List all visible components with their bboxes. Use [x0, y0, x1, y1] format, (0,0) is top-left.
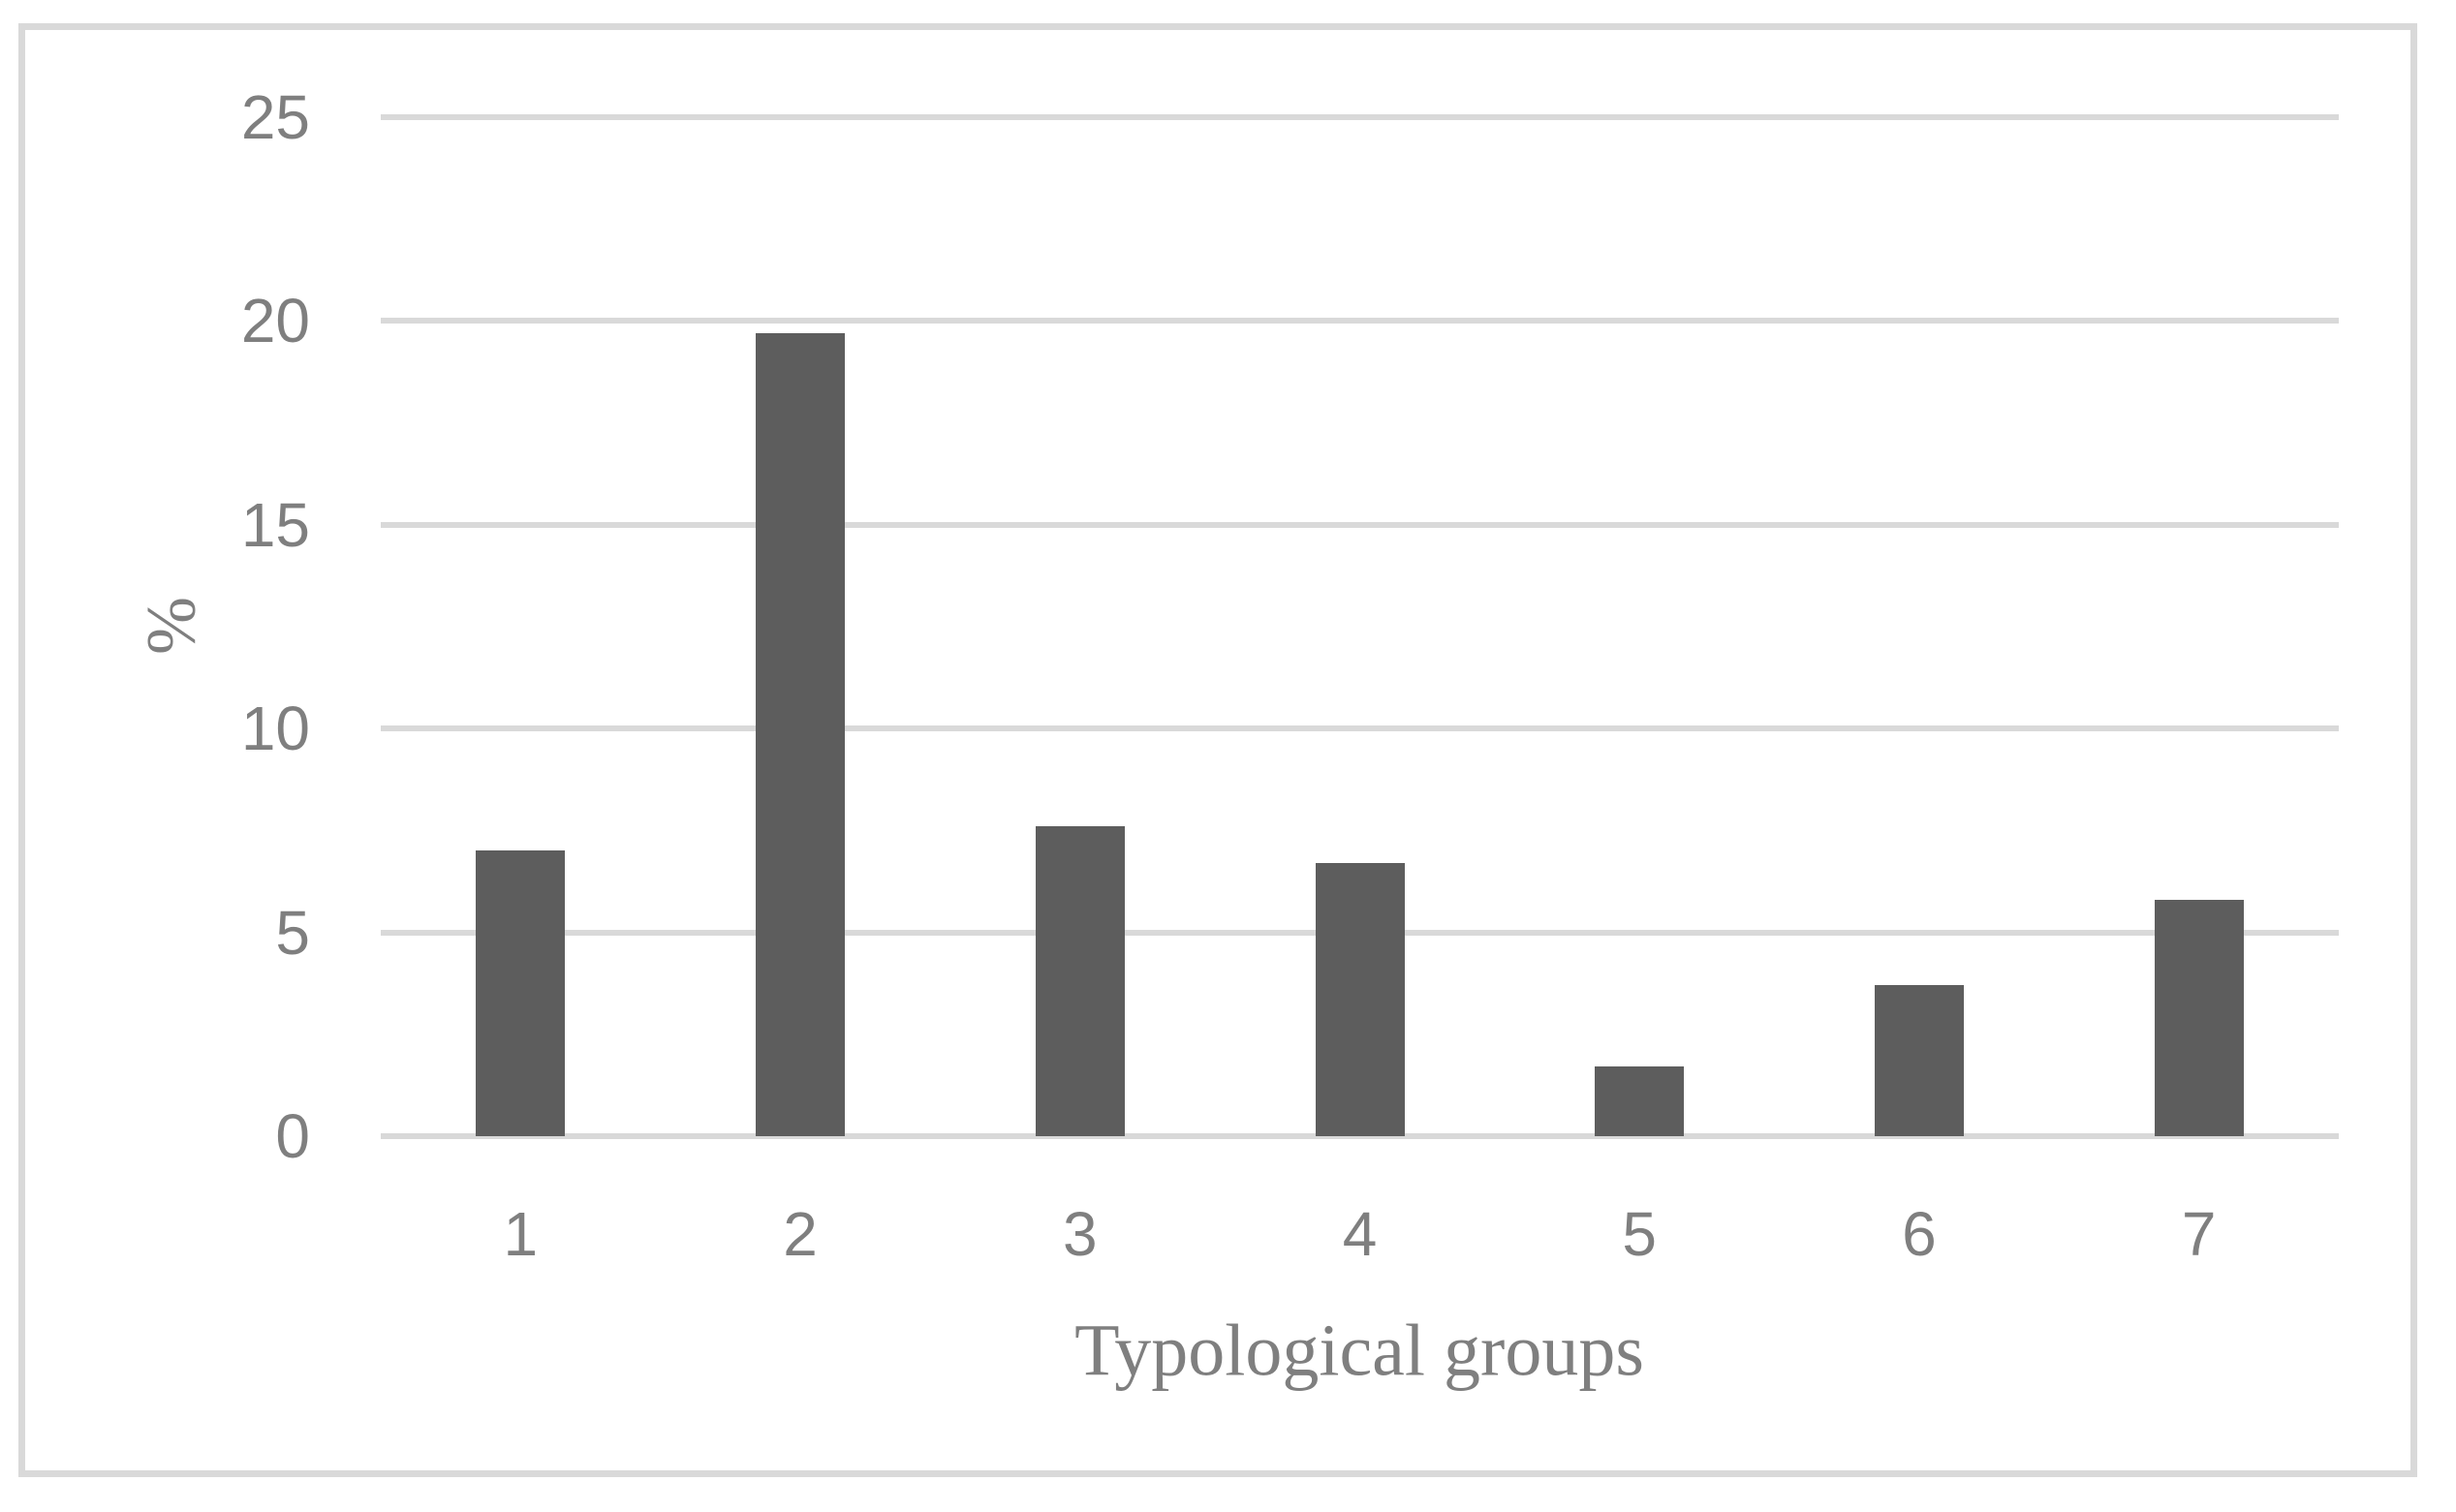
bar-group-2: [756, 333, 846, 1136]
x-tick-label: 4: [1342, 1199, 1378, 1269]
bar-group-6: [1874, 985, 1964, 1136]
x-tick-label: 2: [783, 1199, 818, 1269]
bar-group-3: [1035, 826, 1125, 1136]
x-tick-label: 7: [2181, 1199, 2217, 1269]
y-tick-label: 25: [240, 82, 310, 152]
bar-group-4: [1315, 863, 1405, 1136]
gridline: [381, 521, 2339, 528]
y-tick-label: 0: [275, 1101, 310, 1171]
x-axis-title: Typological groups: [1074, 1310, 1644, 1392]
gridline: [381, 725, 2339, 732]
bar-group-5: [1595, 1066, 1685, 1136]
y-tick-label: 5: [275, 897, 310, 968]
plot-area: [381, 114, 2339, 1139]
y-tick-label: 15: [240, 489, 310, 560]
y-axis-title: %: [132, 597, 210, 655]
gridline: [381, 1133, 2339, 1139]
y-tick-label: 20: [240, 286, 310, 356]
gridline: [381, 318, 2339, 324]
bar-group-1: [476, 850, 566, 1136]
bar-group-7: [2154, 899, 2244, 1136]
x-tick-label: 5: [1622, 1199, 1657, 1269]
y-tick-label: 10: [240, 694, 310, 764]
x-tick-label: 1: [503, 1199, 539, 1269]
figure-border: [18, 23, 2417, 1477]
x-tick-label: 3: [1062, 1199, 1098, 1269]
x-tick-label: 6: [1902, 1199, 1937, 1269]
gridline: [381, 114, 2339, 120]
